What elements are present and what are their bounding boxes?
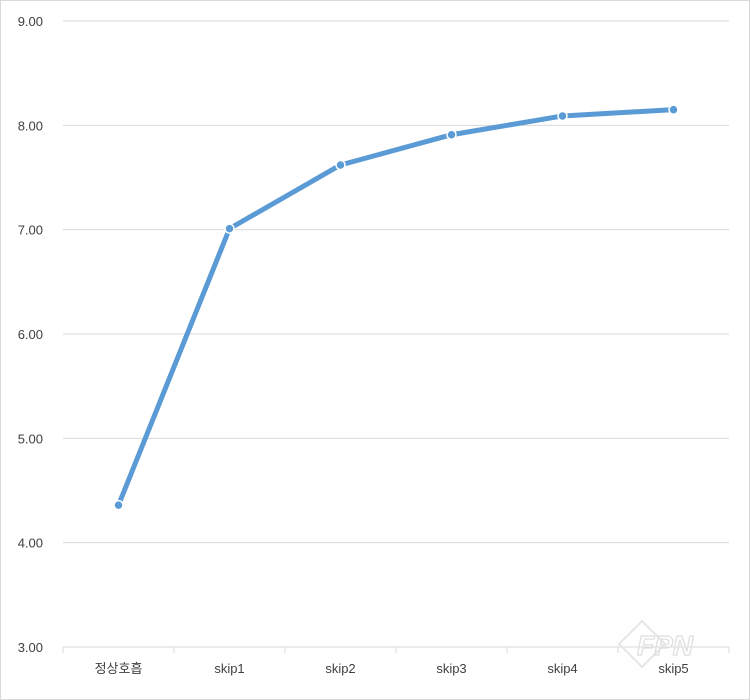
x-tick-label: 정상호흡 xyxy=(95,661,143,676)
x-tick-label: skip5 xyxy=(658,661,688,676)
data-point xyxy=(335,159,346,171)
y-axis: 3.00 4.00 5.00 6.00 7.00 8.00 9.00 xyxy=(18,14,43,655)
y-tick-label: 6.00 xyxy=(18,327,43,342)
data-point xyxy=(224,223,235,234)
x-tick-label: skip4 xyxy=(547,661,577,676)
data-point xyxy=(668,104,679,115)
fpn-watermark-logo: FPN xyxy=(617,619,694,669)
watermark-text: FPN xyxy=(637,630,694,661)
y-tick-label: 5.00 xyxy=(18,431,43,446)
y-tick-label: 9.00 xyxy=(18,14,43,29)
y-tick-label: 4.00 xyxy=(18,536,43,551)
x-tick-label: skip3 xyxy=(436,661,466,676)
data-point xyxy=(557,110,568,122)
x-tick-label: skip2 xyxy=(325,661,355,676)
series-layer xyxy=(113,104,679,511)
x-axis: 정상호흡 skip1 skip2 skip3 skip4 skip5 xyxy=(62,647,730,676)
gridlines xyxy=(63,20,729,648)
y-tick-label: 8.00 xyxy=(18,118,43,133)
x-tick-label: skip1 xyxy=(214,661,244,676)
data-point xyxy=(113,499,124,511)
y-tick-label: 3.00 xyxy=(18,640,43,655)
data-point xyxy=(446,129,457,140)
series-line xyxy=(116,107,676,508)
y-tick-label: 7.00 xyxy=(18,223,43,238)
